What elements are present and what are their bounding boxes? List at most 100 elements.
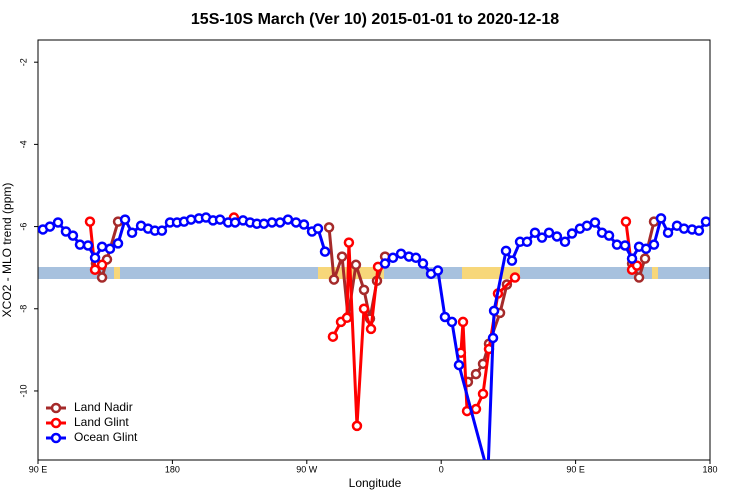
data-point (536, 232, 548, 243)
legend-marker (50, 432, 62, 444)
data-point (266, 217, 278, 228)
data-point (648, 239, 660, 250)
data-point (559, 236, 571, 248)
data-point (633, 272, 645, 283)
data-point (358, 284, 370, 296)
data-point (700, 216, 710, 227)
data-point (350, 259, 362, 271)
data-point (343, 237, 355, 248)
data-point (509, 272, 521, 283)
data-point (521, 236, 533, 248)
data-point (319, 246, 331, 257)
x-tick-label: 180 (165, 464, 180, 474)
data-point (678, 223, 690, 234)
data-point (619, 240, 631, 251)
data-point (662, 227, 674, 238)
data-point (551, 231, 563, 242)
legend-marker (50, 402, 62, 414)
data-point (589, 217, 601, 228)
plot-frame (37, 39, 711, 461)
y-tick-label: -4 (18, 140, 28, 148)
data-point (82, 240, 94, 251)
data-point (487, 332, 499, 344)
data-point (89, 252, 101, 264)
data-point (156, 225, 168, 236)
data-point (104, 243, 116, 255)
x-tick-label: 180 (702, 464, 717, 474)
plot-area (38, 212, 710, 477)
data-point (603, 230, 615, 241)
data-point (693, 225, 705, 236)
data-point (365, 323, 377, 335)
data-point (484, 469, 492, 477)
data-point (470, 403, 482, 415)
data-point (327, 331, 339, 342)
data-point (341, 312, 353, 324)
data-point (67, 230, 79, 241)
data-point (640, 243, 652, 255)
data-point (96, 272, 108, 283)
data-point (119, 214, 131, 225)
land-strip (114, 267, 120, 279)
data-point (543, 227, 555, 238)
legend-label: Ocean Glint (74, 430, 138, 444)
land-strip (462, 267, 520, 279)
x-axis-label: Longitude (349, 476, 402, 490)
data-point (44, 221, 56, 232)
data-point (387, 252, 399, 264)
data-point (336, 251, 348, 262)
x-tick-label: 90 W (296, 464, 318, 474)
chart-title: 15S-10S March (Ver 10) 2015-01-01 to 202… (191, 11, 559, 28)
data-point (626, 253, 638, 264)
data-point (477, 388, 489, 400)
data-point (470, 368, 482, 380)
data-point (96, 259, 108, 271)
legend-label: Land Nadir (74, 400, 133, 414)
data-point (214, 214, 226, 225)
data-point (620, 216, 632, 227)
x-tick-label: 90 E (566, 464, 585, 474)
legend-marker (50, 417, 62, 429)
data-point (282, 214, 294, 225)
land-strip (652, 267, 658, 279)
data-point (453, 359, 465, 371)
data-point (439, 311, 451, 323)
data-point (74, 239, 86, 250)
y-tick-label: -6 (18, 223, 28, 231)
data-point (112, 238, 124, 249)
data-point (358, 303, 370, 315)
data-point (500, 245, 512, 257)
y-axis-label: XCO2 - MLO trend (ppm) (0, 183, 14, 318)
data-point (84, 216, 96, 227)
data-point (566, 228, 578, 239)
data-point (126, 227, 138, 238)
data-point (89, 264, 101, 275)
data-point (351, 420, 363, 432)
y-tick-label: -8 (18, 305, 28, 313)
data-point (529, 227, 541, 238)
x-tick-label: 0 (439, 464, 444, 474)
data-point (410, 252, 422, 264)
data-point (488, 305, 500, 317)
series-line (42, 214, 708, 460)
y-tick-label: -10 (18, 384, 28, 397)
data-point (417, 258, 429, 269)
data-point (581, 220, 593, 232)
data-point (655, 213, 667, 224)
data-point (457, 316, 469, 328)
data-point (611, 239, 623, 250)
data-point (258, 218, 270, 229)
data-point (328, 274, 340, 285)
y-tick-label: -2 (18, 58, 28, 66)
data-point (379, 258, 391, 269)
data-point (639, 253, 651, 264)
data-point (52, 217, 64, 228)
series-line (88, 221, 638, 426)
data-point (323, 222, 335, 233)
legend-label: Land Glint (74, 415, 129, 429)
data-point (432, 265, 444, 276)
data-point (631, 260, 643, 271)
x-tick-label: 90 E (29, 464, 48, 474)
